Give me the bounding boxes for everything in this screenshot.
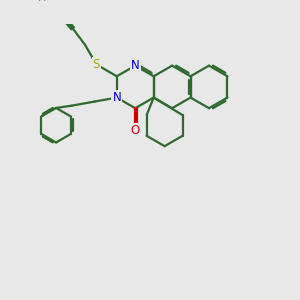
Text: N: N (112, 91, 121, 104)
Text: O: O (130, 124, 140, 137)
Text: H: H (38, 0, 46, 3)
Text: N: N (131, 59, 140, 72)
Text: S: S (93, 58, 100, 71)
